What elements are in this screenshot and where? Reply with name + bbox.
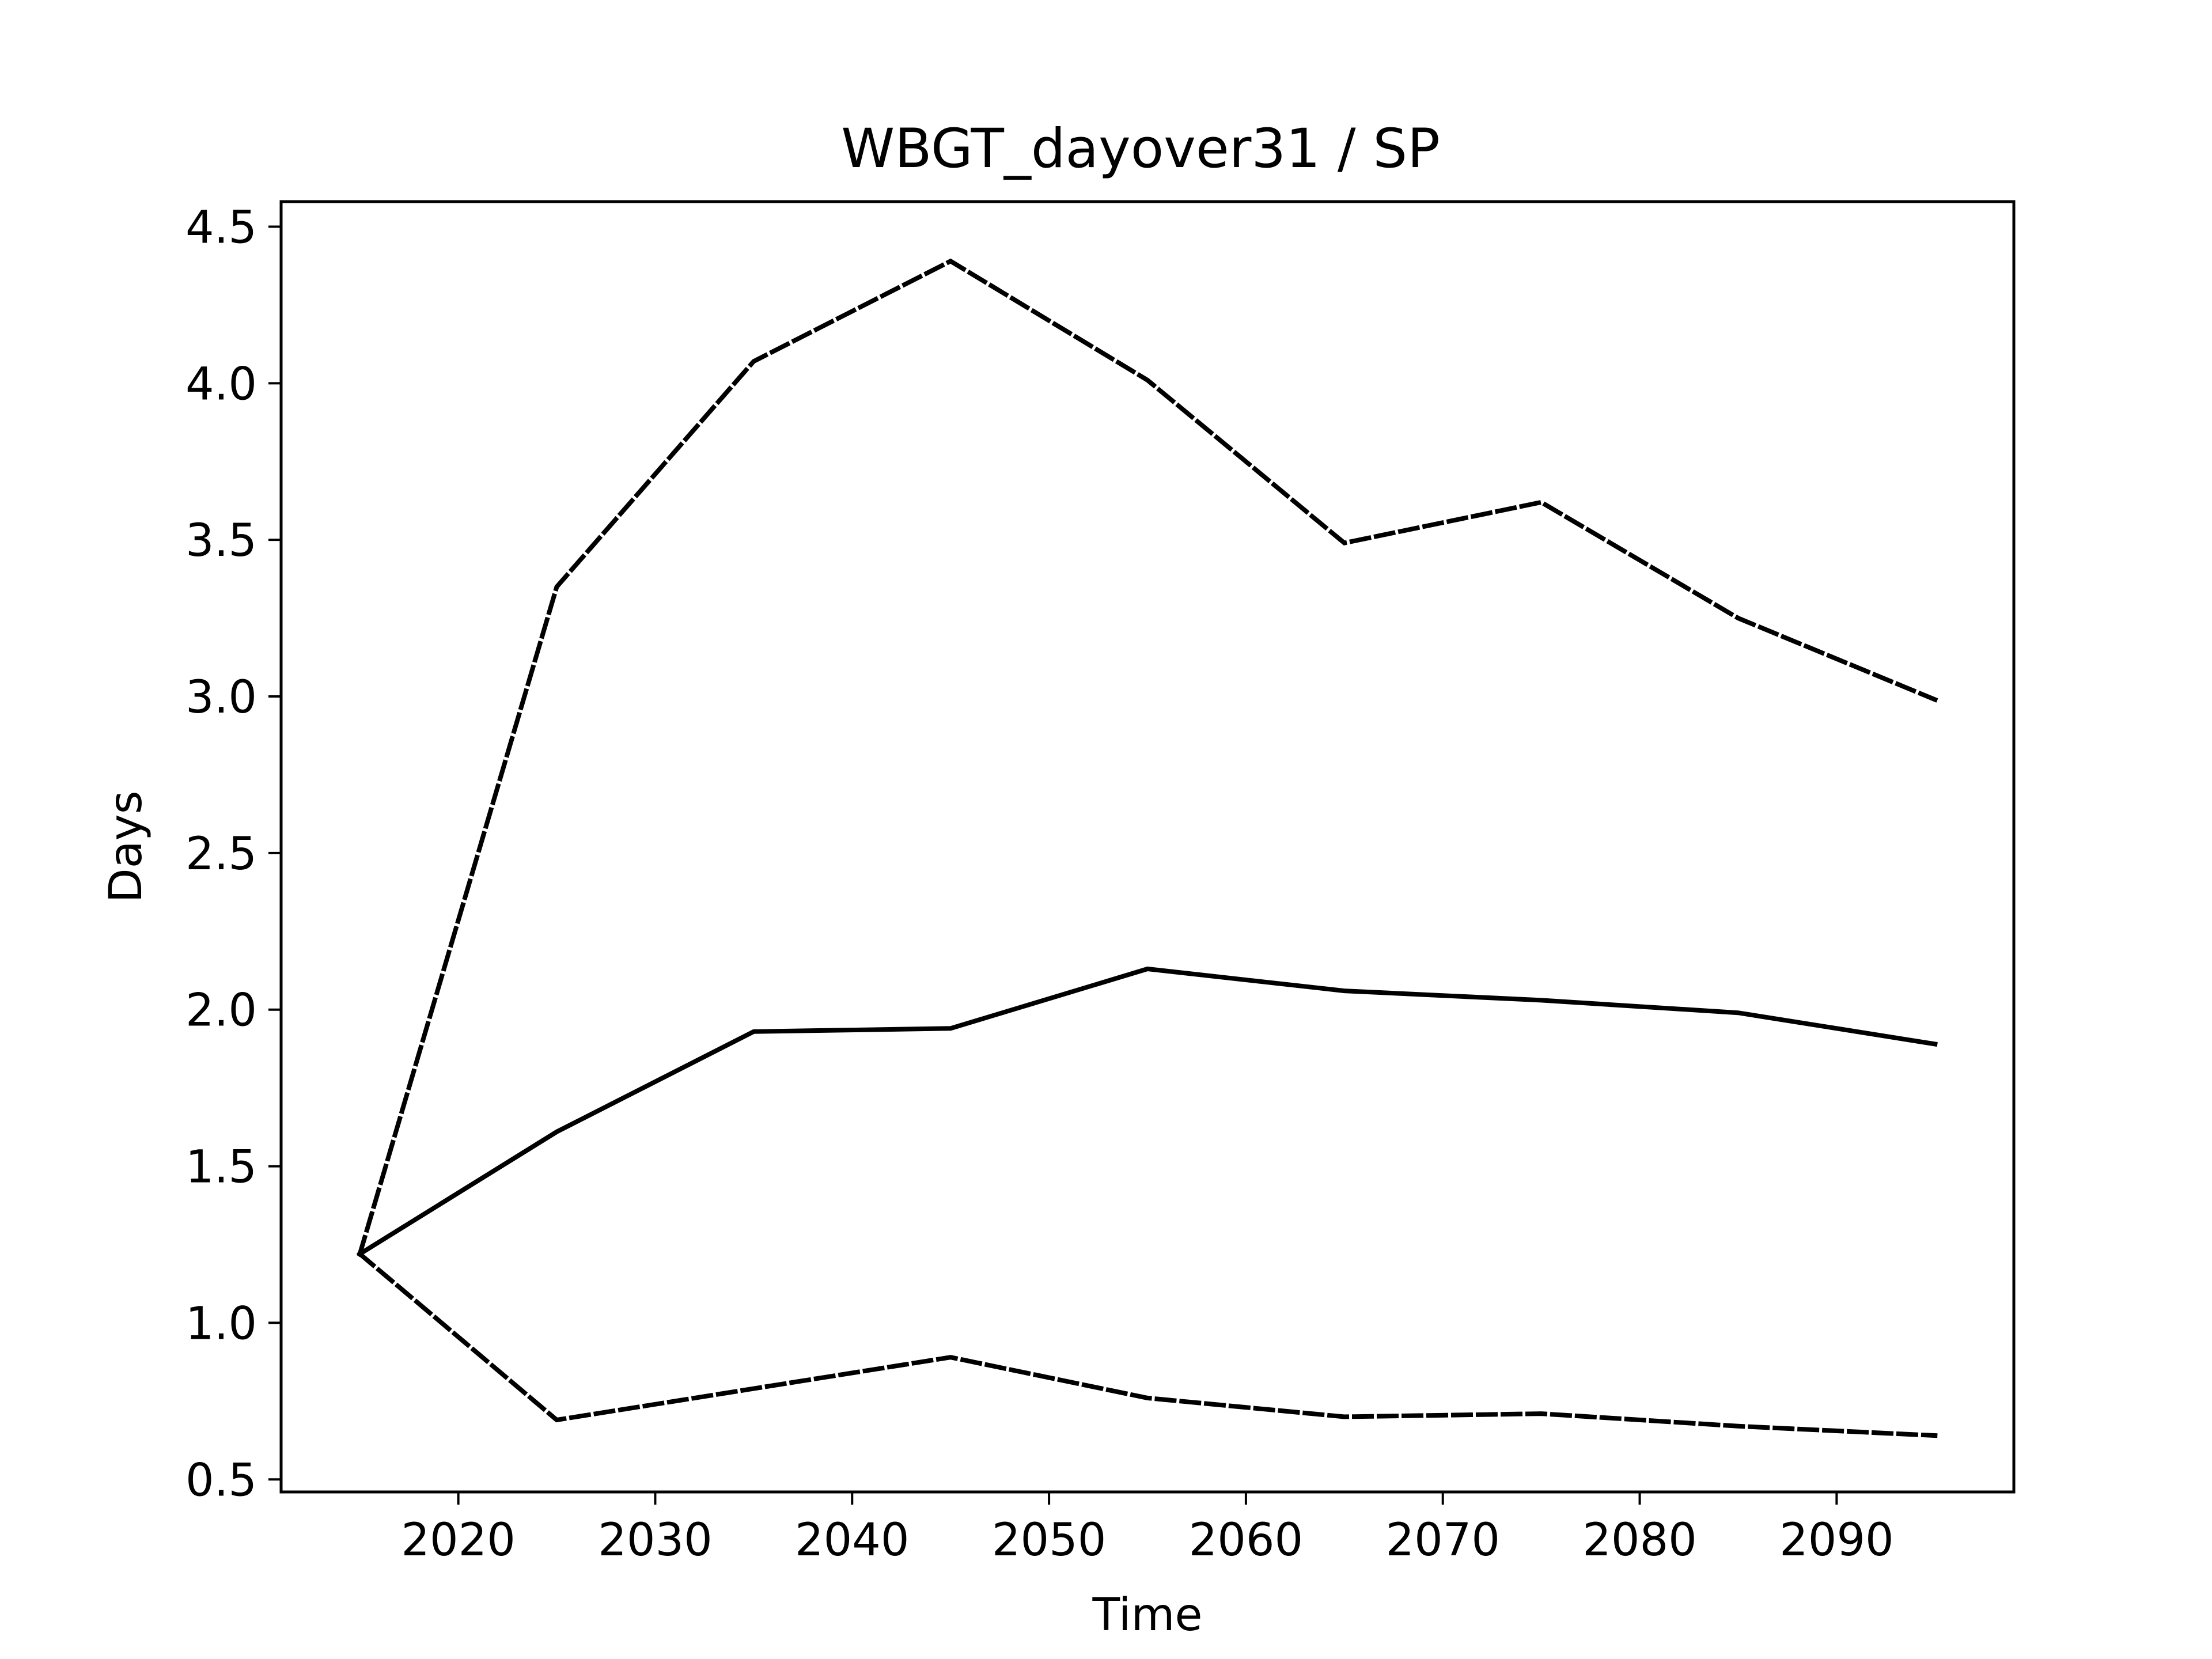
y-tick-label: 3.5	[185, 515, 257, 567]
y-tick-label: 1.5	[185, 1142, 257, 1194]
lower-dashed-series-line	[357, 1251, 1938, 1438]
y-tick-label: 2.5	[185, 828, 257, 880]
y-tick-label: 3.0	[185, 672, 257, 724]
y-axis-label: Days	[100, 791, 152, 903]
x-tick-label: 2050	[992, 1514, 1107, 1566]
x-tick-label: 2070	[1385, 1514, 1500, 1566]
x-tick-label: 2040	[795, 1514, 910, 1566]
y-tick-label: 4.5	[185, 202, 257, 253]
x-tick-label: 2090	[1779, 1514, 1894, 1566]
plot-area	[357, 258, 1938, 1438]
axes-frame	[279, 200, 2016, 1494]
x-tick-label: 2060	[1189, 1514, 1304, 1566]
x-tick-label: 2020	[401, 1514, 516, 1566]
chart-title: WBGT_dayover31 / SP	[841, 118, 1440, 180]
y-tick-label: 2.0	[185, 985, 257, 1037]
y-tick-label: 4.0	[185, 358, 257, 410]
axis-ticks: 2020 2030 2040 2050 2060 2070 2080 2090 0.5 1.0 1.…	[185, 202, 1894, 1566]
y-tick-label: 0.5	[185, 1455, 257, 1506]
upper-dashed-series-line	[357, 258, 1938, 1257]
x-tick-label: 2030	[598, 1514, 713, 1566]
y-tick-label: 1.0	[185, 1298, 257, 1350]
median-solid-series-line	[357, 966, 1938, 1257]
x-tick-label: 2080	[1582, 1514, 1697, 1566]
x-axis-label: Time	[1092, 1589, 1203, 1641]
